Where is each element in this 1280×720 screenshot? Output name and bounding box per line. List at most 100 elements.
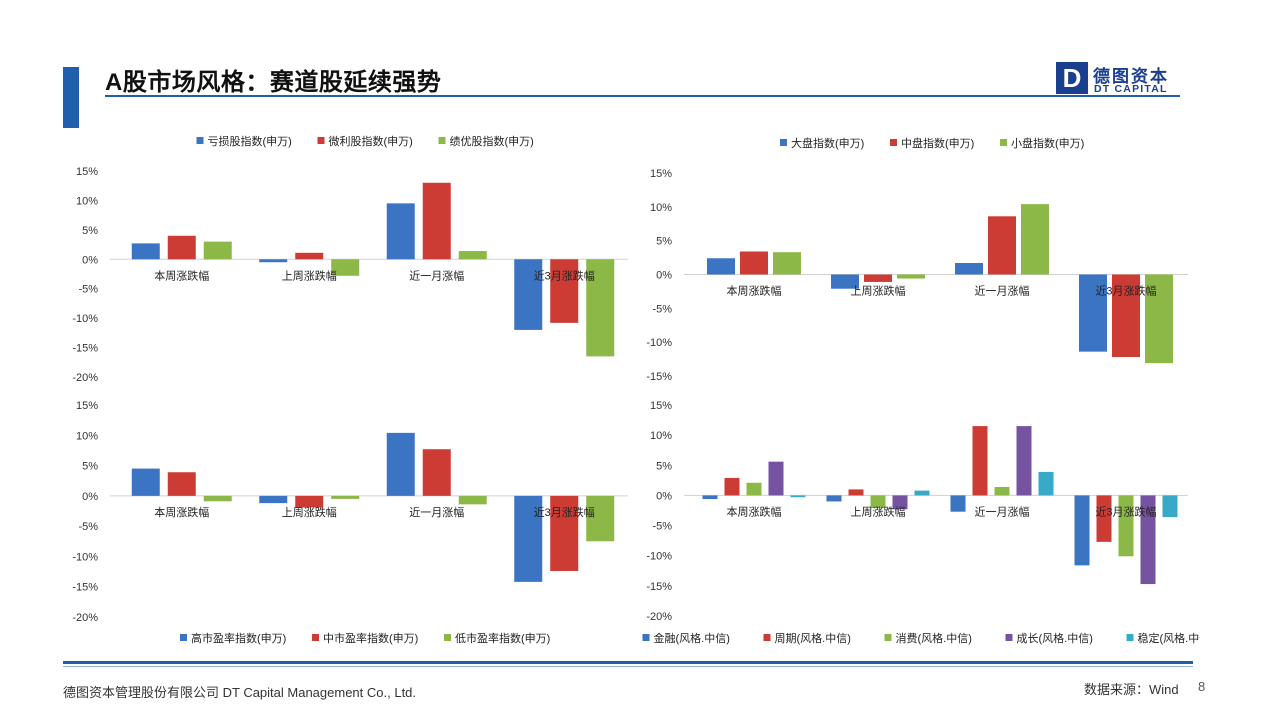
legend-swatch (180, 634, 187, 641)
y-tick-label: -10% (646, 337, 672, 349)
y-tick-label: 0% (656, 270, 672, 282)
bar (458, 495, 487, 505)
y-tick-label: 5% (656, 460, 672, 472)
bar (848, 489, 864, 496)
y-tick-label: -10% (72, 551, 98, 563)
bar (790, 495, 806, 498)
bar (167, 235, 196, 260)
bar (1145, 274, 1173, 364)
bar (994, 486, 1010, 496)
legend-swatch (444, 634, 451, 641)
bar (1038, 471, 1054, 496)
company-logo: D 德图资本 DT CAPITAL (1056, 62, 1186, 96)
y-tick-label: 10% (650, 202, 672, 214)
bar (259, 259, 288, 263)
bar (1140, 495, 1156, 585)
y-tick-label: -15% (72, 343, 98, 355)
category-label: 上周涨跌幅 (851, 284, 906, 298)
category-label: 近3月涨跌幅 (1095, 504, 1156, 518)
bar (1118, 495, 1134, 557)
bar (768, 461, 784, 496)
bar (203, 495, 232, 502)
legend-label: 绩优股指数(申万) (450, 134, 534, 148)
category-label: 上周涨跌幅 (282, 268, 337, 282)
bar (386, 203, 415, 260)
y-tick-label: -20% (72, 372, 98, 384)
category-label: 近一月涨幅 (975, 505, 1030, 518)
bar (1096, 495, 1112, 542)
bar (702, 495, 718, 500)
footer-rule-thin (63, 666, 1193, 667)
category-label: 近一月涨幅 (409, 269, 464, 282)
y-tick-label: -15% (646, 371, 672, 383)
category-label: 近3月涨跌幅 (534, 505, 595, 519)
y-tick-label: 10% (650, 430, 672, 442)
bar (550, 259, 579, 323)
y-tick-label: 15% (76, 400, 98, 412)
y-tick-label: -15% (646, 581, 672, 593)
category-label: 近3月涨跌幅 (1095, 284, 1156, 298)
legend-label: 周期(风格.中信) (775, 631, 851, 645)
legend-swatch (763, 634, 771, 641)
bar (826, 495, 842, 502)
y-tick-label: -15% (72, 582, 98, 594)
legend-swatch (642, 634, 650, 641)
bar (740, 251, 768, 275)
title-underline (105, 95, 1180, 97)
page-title: A股市场风格：赛道股延续强势 (105, 69, 442, 96)
legend-swatch (780, 139, 787, 146)
y-tick-label: 0% (82, 491, 98, 503)
logo-english-name: DT CAPITAL (1094, 83, 1168, 95)
y-tick-label: -5% (652, 303, 672, 315)
y-tick-label: -5% (78, 284, 98, 296)
bar (707, 258, 735, 275)
y-tick-label: -20% (72, 612, 98, 624)
bar (458, 251, 487, 260)
logo-chinese-name: 德图资本 (1093, 67, 1169, 86)
y-tick-label: -10% (646, 551, 672, 563)
legend-label: 成长(风格.中信) (1017, 631, 1093, 645)
category-label: 上周涨跌幅 (851, 504, 906, 518)
bar (131, 243, 160, 260)
bar (1016, 426, 1032, 496)
legend-label: 中市盈率指数(申万) (323, 631, 418, 645)
bar (955, 262, 983, 275)
legend-swatch (884, 634, 892, 641)
bar (1079, 274, 1107, 352)
bar (514, 495, 543, 582)
legend-label: 金融(风格.中信) (654, 631, 730, 645)
bar (331, 495, 360, 499)
y-tick-label: 5% (82, 461, 98, 473)
footer-rule (63, 661, 1193, 664)
bar (386, 432, 415, 496)
bar (586, 259, 615, 357)
y-tick-label: 15% (650, 168, 672, 180)
y-tick-label: -5% (78, 521, 98, 533)
y-tick-label: -5% (652, 521, 672, 533)
category-label: 上周涨跌幅 (282, 505, 337, 519)
bar (1074, 495, 1090, 566)
bar (295, 252, 324, 260)
y-tick-label: 10% (76, 430, 98, 442)
legend-label: 稳定(风格.中信) (1138, 631, 1201, 645)
bar (422, 182, 451, 260)
legend-label: 中盘指数(申万) (901, 136, 974, 150)
legend-label: 微利股指数(申万) (329, 134, 413, 148)
y-tick-label: 5% (82, 225, 98, 237)
legend-swatch (1000, 139, 1007, 146)
footer-company: 德图资本管理股份有限公司 DT Capital Management Co., … (63, 685, 417, 700)
bar (259, 495, 288, 504)
bar (203, 241, 232, 260)
category-label: 本周涨跌幅 (154, 505, 209, 519)
bar (897, 274, 925, 279)
chart-profitability-style: 15% 10% 5% 0% -5% -10% -15% -20% 本周涨跌幅 上周涨跌幅 近一月涨幅… (72, 134, 628, 384)
category-label: 近一月涨幅 (975, 285, 1030, 298)
y-tick-label: 5% (656, 236, 672, 248)
legend-label: 高市盈率指数(申万) (191, 631, 286, 645)
y-tick-label: 10% (76, 195, 98, 207)
y-tick-label: 0% (656, 490, 672, 502)
legend-label: 小盘指数(申万) (1011, 136, 1084, 150)
bar (331, 259, 360, 276)
y-tick-label: 15% (650, 400, 672, 412)
bar (1021, 204, 1049, 275)
